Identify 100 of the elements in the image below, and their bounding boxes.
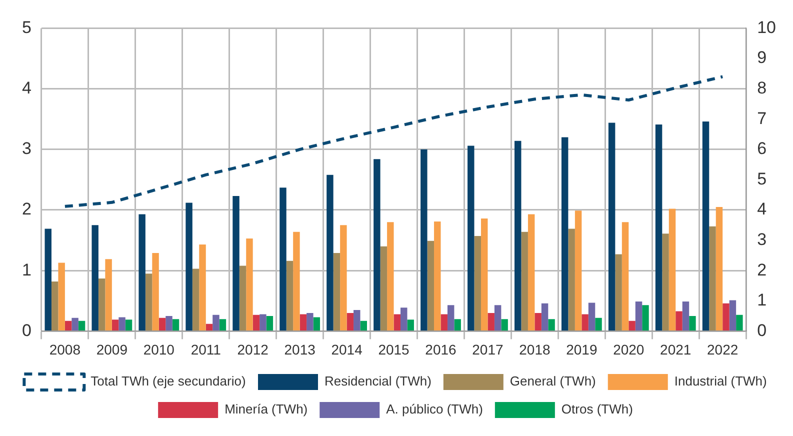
bar (219, 319, 226, 330)
bar (374, 159, 380, 330)
bar (360, 320, 367, 330)
bar (51, 282, 58, 330)
y2-tick-label: 3 (757, 230, 767, 249)
x-tick-label: 2012 (237, 341, 269, 358)
bar (313, 317, 320, 330)
legend-label: A. público (TWh) (386, 402, 483, 417)
x-tick-label: 2020 (613, 341, 644, 358)
y2-tick-label: 7 (757, 108, 767, 128)
bar (608, 122, 616, 330)
bar (166, 316, 172, 330)
bar (736, 314, 743, 330)
bar (387, 222, 394, 330)
bar (326, 174, 334, 330)
bar (568, 228, 575, 330)
bar (514, 140, 522, 330)
bar (582, 314, 588, 330)
bar (676, 311, 682, 330)
x-tick-label: 2017 (472, 341, 504, 358)
bar (420, 149, 428, 330)
bar (44, 228, 52, 330)
bar (468, 146, 474, 330)
bar (346, 313, 354, 330)
y-tick-label: 5 (22, 18, 32, 37)
bar (595, 318, 602, 330)
bar (125, 320, 132, 330)
bar (588, 302, 596, 330)
legend-label: Residencial (TWh) (324, 374, 432, 389)
bar (354, 310, 360, 330)
bar (78, 320, 86, 330)
y2-tick-label: 2 (757, 260, 767, 280)
y2-tick-label: 10 (757, 18, 776, 37)
y2-tick-label: 5 (757, 169, 767, 188)
bar (394, 314, 401, 330)
bar (635, 302, 642, 330)
bar (722, 303, 730, 330)
bar (380, 246, 388, 330)
bar (98, 278, 106, 330)
bar (333, 253, 340, 330)
bar (158, 318, 166, 330)
legend-label: Otros (TWh) (561, 402, 633, 417)
bar (521, 232, 528, 330)
bar (662, 234, 669, 330)
legend-label: General (TWh) (510, 374, 596, 389)
y2-tick-label: 4 (757, 200, 767, 219)
bar (480, 218, 488, 330)
bar (716, 206, 723, 330)
bar (186, 202, 192, 330)
y-tick-label: 3 (22, 139, 32, 158)
bar (709, 226, 716, 330)
x-tick-label: 2016 (425, 341, 457, 358)
bar (434, 222, 441, 330)
bar (655, 124, 662, 330)
bar (474, 236, 481, 330)
bar (286, 260, 294, 330)
bar (447, 305, 454, 330)
bar (64, 320, 72, 330)
bar (58, 262, 65, 330)
bar (689, 316, 696, 330)
bar (548, 319, 555, 330)
x-tick-label: 2014 (331, 341, 363, 358)
bar (72, 318, 78, 330)
bar (306, 313, 314, 330)
bar (212, 314, 220, 330)
y2-tick-label: 8 (757, 78, 767, 98)
bar (105, 259, 112, 330)
bar (494, 305, 502, 330)
y2-tick-label: 1 (757, 290, 767, 310)
bar (206, 324, 213, 330)
bar (541, 303, 548, 330)
bar (528, 214, 535, 330)
y2-tick-label: 6 (757, 139, 767, 158)
bar (280, 188, 286, 330)
x-tick-label: 2018 (519, 341, 550, 358)
y-tick-label: 4 (22, 78, 32, 98)
bar (118, 317, 126, 330)
bar (440, 314, 448, 330)
bar (340, 225, 347, 330)
bar (300, 314, 307, 330)
bar (729, 300, 736, 330)
bar (152, 253, 159, 330)
legend-label: Total TWh (eje secundario) (90, 374, 246, 389)
bar (628, 320, 636, 330)
x-tick-label: 2015 (378, 341, 410, 358)
bar (574, 210, 582, 330)
bar (145, 274, 152, 330)
bar (615, 254, 622, 330)
bar (488, 313, 494, 330)
y-tick-label: 1 (22, 260, 32, 280)
x-tick-label: 2013 (284, 341, 316, 358)
y2-tick-label: 9 (757, 48, 767, 68)
legend-label: Industrial (TWh) (674, 374, 767, 389)
bar (702, 122, 710, 330)
bar (622, 222, 629, 330)
x-tick-label: 2008 (49, 341, 81, 358)
bar (266, 316, 274, 330)
y-tick-label: 0 (22, 320, 32, 340)
bar (534, 313, 542, 330)
x-tick-label: 2022 (707, 341, 738, 358)
